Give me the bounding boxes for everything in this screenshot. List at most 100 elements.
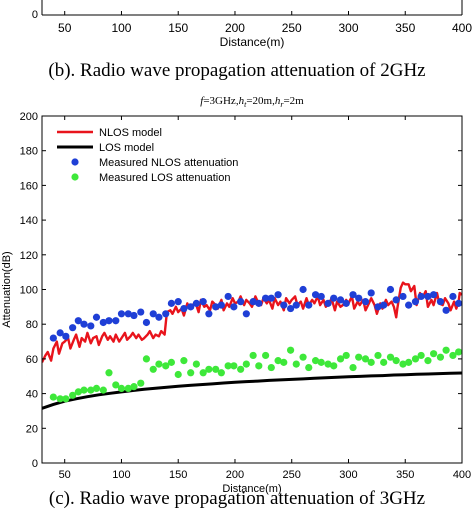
data-point-measured-los-attenuation (242, 360, 250, 368)
x-tick-label: 400 (453, 469, 471, 481)
legend-label: Measured NLOS attenuation (99, 157, 238, 169)
x-tick-label: 250 (283, 469, 301, 481)
data-point-measured-nlos-attenuation (237, 298, 245, 306)
data-point-measured-los-attenuation (342, 351, 350, 360)
series-line-nlos-model (42, 281, 462, 363)
data-point-measured-los-attenuation (262, 351, 270, 360)
data-point-measured-los-attenuation (187, 369, 195, 377)
data-point-measured-nlos-attenuation (355, 294, 363, 302)
data-point-measured-nlos-attenuation (317, 292, 325, 301)
data-point-measured-nlos-attenuation (255, 299, 263, 307)
x-tick-label: 100 (112, 469, 130, 481)
data-point-measured-los-attenuation (199, 369, 207, 377)
data-point-measured-nlos-attenuation (187, 303, 195, 311)
y-tick-label: 200 (20, 111, 38, 123)
chart-b-x-tick-label: 50 (58, 21, 72, 35)
data-point-measured-los-attenuation (274, 357, 282, 365)
data-point-measured-nlos-attenuation (92, 313, 101, 321)
y-tick-label: 160 (20, 180, 38, 192)
chart-b-x-tick-label: 100 (111, 21, 131, 35)
data-point-measured-los-attenuation (249, 351, 257, 360)
data-point-measured-los-attenuation (174, 370, 182, 379)
y-tick-label: 140 (20, 215, 38, 227)
chart-c-title: f=3GHz,ht=20m,hr=2m (200, 95, 304, 109)
data-point-measured-los-attenuation (386, 353, 395, 361)
data-point-measured-los-attenuation (454, 348, 462, 356)
data-point-measured-nlos-attenuation (117, 310, 126, 318)
y-tick-label: 20 (26, 423, 38, 435)
data-point-measured-nlos-attenuation (374, 303, 382, 311)
chart-b-x-tick-label: 400 (452, 21, 472, 35)
data-point-measured-los-attenuation (317, 358, 325, 366)
data-point-measured-nlos-attenuation (286, 304, 295, 313)
x-tick-label: 50 (59, 469, 71, 481)
data-point-measured-nlos-attenuation (199, 298, 207, 306)
data-point-measured-los-attenuation (374, 351, 382, 360)
chart-c: f=3GHz,ht=20m,hr=2m 0 20 40 60 80 100 120 140 160… (1, 95, 471, 495)
data-point-measured-nlos-attenuation (137, 308, 145, 316)
chart-b-x-tick-label: 300 (338, 21, 358, 35)
data-point-measured-nlos-attenuation (212, 303, 220, 311)
data-point-measured-nlos-attenuation (417, 292, 425, 301)
data-point-measured-nlos-attenuation (149, 310, 157, 318)
data-point-measured-los-attenuation (405, 358, 413, 366)
chart-b-x-tick-label: 150 (168, 21, 188, 35)
data-point-measured-los-attenuation (430, 350, 438, 358)
data-point-measured-nlos-attenuation (167, 299, 176, 307)
data-point-measured-los-attenuation (112, 381, 120, 389)
chart-b-x-tick-label: 350 (395, 21, 415, 35)
chart-b-x-tick-label: 200 (225, 21, 245, 35)
data-point-measured-nlos-attenuation (155, 313, 163, 321)
data-point-measured-nlos-attenuation (380, 301, 388, 309)
caption-c: (c). Radio wave propagation attenuation … (48, 488, 426, 509)
legend-label: NLOS model (99, 127, 162, 139)
data-point-measured-nlos-attenuation (399, 292, 407, 301)
legend-swatch-marker (71, 173, 79, 181)
data-point-measured-los-attenuation (192, 360, 200, 368)
chart-b-partial: 0 50 100 150 200 250 300 350 400 Distance(m) (32, 0, 472, 49)
data-point-measured-los-attenuation (92, 384, 101, 392)
data-point-measured-nlos-attenuation (411, 298, 420, 306)
data-point-measured-nlos-attenuation (330, 294, 338, 302)
chart-b-x-axis-label: Distance(m) (220, 35, 285, 49)
data-point-measured-los-attenuation (424, 357, 432, 365)
data-point-measured-nlos-attenuation (262, 294, 270, 302)
y-axis-label: Attenuation(dB) (1, 251, 13, 327)
data-point-measured-nlos-attenuation (280, 301, 288, 309)
y-tick-label: 60 (26, 354, 38, 366)
data-point-measured-nlos-attenuation (249, 298, 257, 306)
data-point-measured-nlos-attenuation (349, 291, 357, 299)
data-point-measured-los-attenuation (324, 360, 332, 368)
data-point-measured-los-attenuation (124, 384, 132, 392)
y-tick-label: 180 (20, 146, 38, 158)
data-point-measured-los-attenuation (230, 362, 238, 370)
data-point-measured-nlos-attenuation (174, 298, 182, 306)
data-point-measured-los-attenuation (224, 362, 232, 370)
chart-c-plot-area (42, 281, 462, 410)
data-point-measured-los-attenuation (137, 379, 145, 387)
data-point-measured-los-attenuation (380, 358, 388, 366)
data-point-measured-los-attenuation (311, 357, 320, 365)
data-point-measured-los-attenuation (180, 357, 188, 365)
data-point-measured-los-attenuation (155, 360, 163, 368)
data-point-measured-nlos-attenuation (386, 285, 395, 294)
data-point-measured-los-attenuation (142, 355, 151, 363)
data-point-measured-nlos-attenuation (430, 291, 438, 299)
data-point-measured-los-attenuation (267, 363, 275, 372)
data-point-measured-nlos-attenuation (62, 332, 70, 340)
data-point-measured-los-attenuation (392, 357, 400, 365)
data-point-measured-nlos-attenuation (69, 324, 77, 332)
data-point-measured-los-attenuation (69, 391, 77, 399)
data-point-measured-nlos-attenuation (442, 306, 450, 314)
legend-swatch-marker (71, 158, 79, 166)
data-point-measured-nlos-attenuation (142, 318, 151, 327)
data-point-measured-nlos-attenuation (324, 299, 332, 307)
data-point-measured-los-attenuation (56, 395, 64, 403)
legend-label: Measured LOS attenuation (99, 172, 230, 184)
data-point-measured-los-attenuation (411, 355, 420, 363)
data-point-measured-los-attenuation (105, 369, 113, 377)
data-point-measured-nlos-attenuation (130, 311, 138, 320)
data-point-measured-los-attenuation (62, 395, 70, 403)
data-point-measured-nlos-attenuation (80, 320, 88, 328)
